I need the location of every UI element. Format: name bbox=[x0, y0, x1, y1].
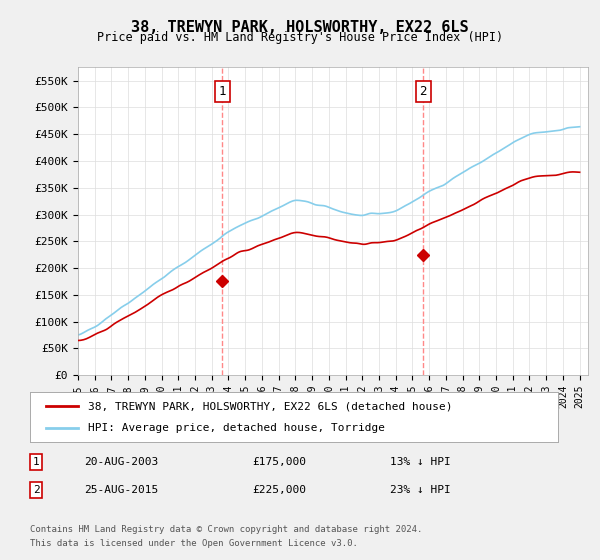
Text: 2: 2 bbox=[419, 85, 427, 98]
Text: 25-AUG-2015: 25-AUG-2015 bbox=[84, 485, 158, 495]
Text: 13% ↓ HPI: 13% ↓ HPI bbox=[390, 457, 451, 467]
Text: 23% ↓ HPI: 23% ↓ HPI bbox=[390, 485, 451, 495]
Text: Contains HM Land Registry data © Crown copyright and database right 2024.: Contains HM Land Registry data © Crown c… bbox=[30, 525, 422, 534]
Text: This data is licensed under the Open Government Licence v3.0.: This data is licensed under the Open Gov… bbox=[30, 539, 358, 548]
Text: £175,000: £175,000 bbox=[252, 457, 306, 467]
Text: 1: 1 bbox=[32, 457, 40, 467]
Text: 2: 2 bbox=[32, 485, 40, 495]
Text: Price paid vs. HM Land Registry's House Price Index (HPI): Price paid vs. HM Land Registry's House … bbox=[97, 31, 503, 44]
Text: £225,000: £225,000 bbox=[252, 485, 306, 495]
Text: 1: 1 bbox=[218, 85, 226, 98]
Text: 38, TREWYN PARK, HOLSWORTHY, EX22 6LS: 38, TREWYN PARK, HOLSWORTHY, EX22 6LS bbox=[131, 20, 469, 35]
Text: 38, TREWYN PARK, HOLSWORTHY, EX22 6LS (detached house): 38, TREWYN PARK, HOLSWORTHY, EX22 6LS (d… bbox=[88, 401, 452, 411]
Text: 20-AUG-2003: 20-AUG-2003 bbox=[84, 457, 158, 467]
Text: HPI: Average price, detached house, Torridge: HPI: Average price, detached house, Torr… bbox=[88, 423, 385, 433]
